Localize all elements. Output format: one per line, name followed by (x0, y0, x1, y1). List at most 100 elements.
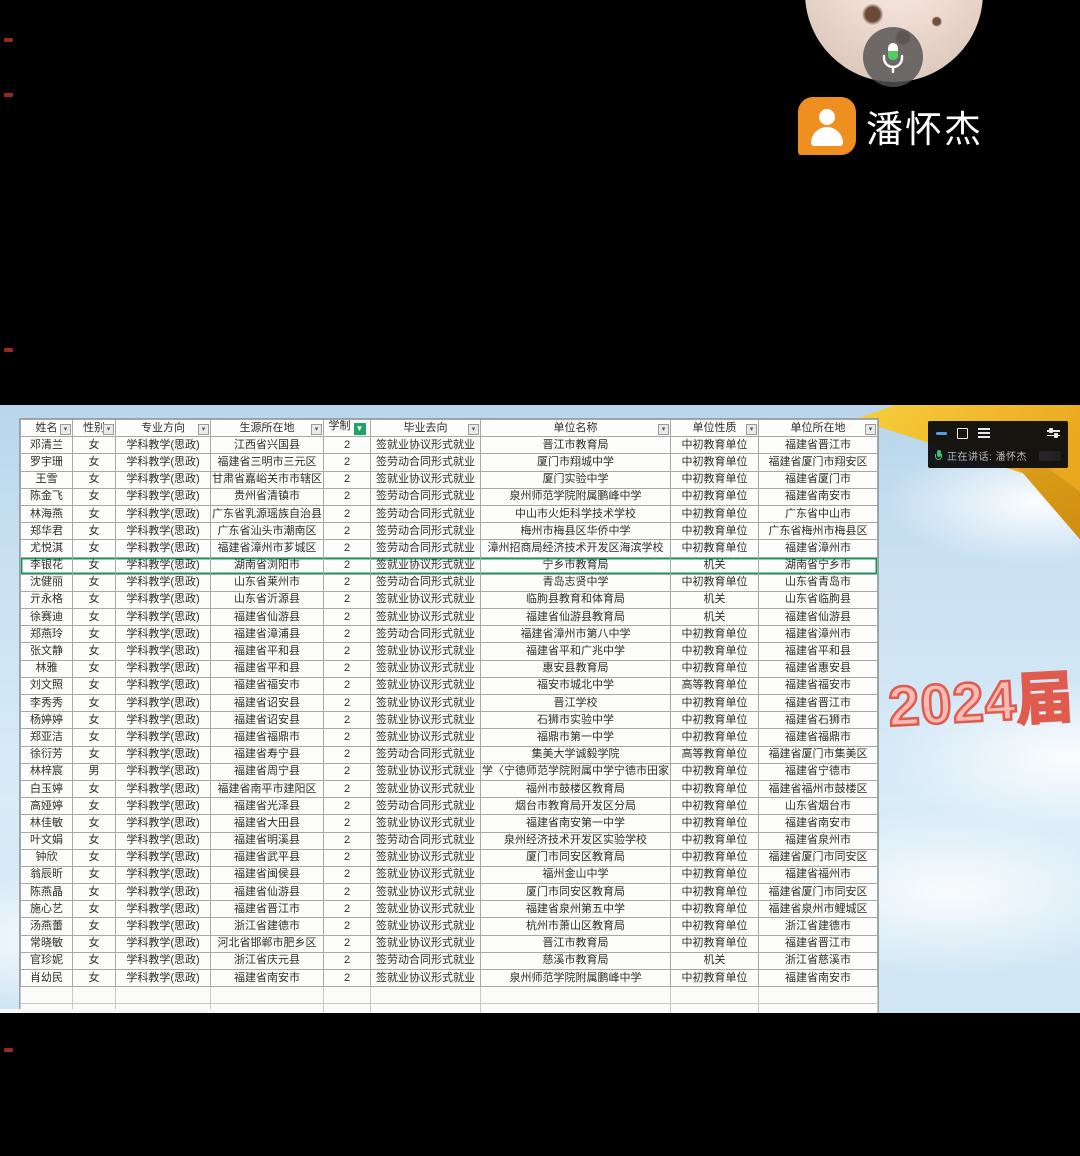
cell[interactable]: 中初教育单位 (670, 814, 759, 833)
cell[interactable]: 签就业协议形式就业 (370, 676, 481, 696)
cell[interactable]: 签就业协议形式就业 (370, 848, 481, 867)
cell[interactable]: 签就业协议形式就业 (370, 659, 481, 678)
cell[interactable]: 中初教育单位 (670, 917, 759, 936)
cell[interactable]: 女 (72, 590, 116, 610)
cell[interactable]: 女 (72, 848, 116, 867)
cell[interactable]: 林佳敏 (20, 814, 73, 833)
cell[interactable]: 肖幼民 (20, 968, 73, 988)
cell[interactable]: 女 (72, 728, 116, 747)
cell[interactable]: 女 (72, 831, 116, 850)
cell[interactable]: 学〈宁德师范学院附属中学宁德市田家 (480, 762, 671, 781)
cell[interactable]: 福建省晋江市 (758, 693, 878, 713)
cell[interactable]: 石狮市实验中学 (480, 711, 671, 730)
cell[interactable]: 广东省乳源瑶族自治县 (210, 504, 324, 524)
filter-dropdown-icon[interactable]: ▾ (198, 424, 209, 436)
cell[interactable]: 学科教学(思政) (115, 745, 211, 764)
cell[interactable]: 罗宇珊 (20, 453, 73, 472)
cell[interactable]: 学科教学(思政) (115, 504, 211, 524)
cell[interactable]: 签劳动合同形式就业 (370, 487, 481, 506)
cell[interactable]: 贵州省清镇市 (210, 487, 324, 506)
cell[interactable]: 临朐县教育和体育局 (480, 590, 671, 610)
cell[interactable]: 女 (72, 556, 116, 575)
cell[interactable]: 中山市火炬科学技术学校 (480, 504, 671, 524)
cell[interactable]: 女 (72, 745, 116, 764)
cell[interactable]: 叶文娟 (20, 831, 73, 850)
cell[interactable]: 2 (323, 968, 371, 988)
cell[interactable]: 学科教学(思政) (115, 625, 211, 644)
cell[interactable]: 福建省福鼎市 (758, 728, 878, 747)
cell[interactable]: 广东省汕头市潮南区 (210, 522, 324, 541)
cell[interactable]: 学科教学(思政) (115, 728, 211, 747)
cell[interactable]: 福建省厦门市集美区 (758, 745, 878, 764)
cell[interactable]: 甘肃省嘉峪关市市辖区 (210, 470, 324, 489)
cell[interactable]: 福鼎市第一中学 (480, 728, 671, 747)
cell[interactable]: 女 (72, 711, 116, 730)
cell[interactable]: 2 (323, 539, 371, 558)
cell[interactable]: 福建省漳州市 (758, 539, 878, 558)
cell[interactable]: 2 (323, 625, 371, 644)
cell[interactable]: 签劳动合同形式就业 (370, 797, 481, 816)
cell[interactable]: 高娅婷 (20, 797, 73, 816)
cell[interactable]: 2 (323, 865, 371, 885)
cell[interactable]: 签劳动合同形式就业 (370, 625, 481, 644)
cell[interactable]: 签就业协议形式就业 (370, 779, 481, 799)
cell[interactable]: 福建省南安第一中学 (480, 814, 671, 833)
cell[interactable]: 刘文照 (20, 676, 73, 696)
column-header[interactable]: 性别 ▾ (72, 418, 116, 438)
cell[interactable]: 青岛志贤中学 (480, 573, 671, 592)
cell[interactable]: 浙江省建德市 (210, 917, 324, 936)
cell[interactable]: 福建省石狮市 (758, 711, 878, 730)
cell[interactable]: 福建省平和县 (210, 642, 324, 661)
cell[interactable]: 学科教学(思政) (115, 951, 211, 971)
cell[interactable]: 中初教育单位 (670, 625, 759, 644)
cell[interactable]: 福建省漳州市 (758, 625, 878, 644)
cell[interactable]: 福州金山中学 (480, 865, 671, 885)
cell[interactable]: 福建省福州市 (758, 865, 878, 885)
cell[interactable]: 中初教育单位 (670, 487, 759, 506)
cell[interactable]: 2 (323, 711, 371, 730)
cell[interactable]: 2 (323, 831, 371, 850)
cell[interactable]: 学科教学(思政) (115, 814, 211, 833)
cell[interactable]: 学科教学(思政) (115, 470, 211, 489)
cell[interactable]: 女 (72, 539, 116, 558)
cell[interactable]: 福州市鼓楼区教育局 (480, 779, 671, 799)
cell[interactable]: 河北省邯郸市肥乡区 (210, 934, 324, 953)
cell[interactable]: 福建省仙游县教育局 (480, 608, 671, 627)
cell[interactable]: 学科教学(思政) (115, 487, 211, 506)
cell[interactable]: 2 (323, 951, 371, 971)
cell[interactable]: 中初教育单位 (670, 797, 759, 816)
cell[interactable]: 女 (72, 883, 116, 902)
cell[interactable]: 郑亚洁 (20, 728, 73, 747)
cell[interactable]: 钟欣 (20, 848, 73, 867)
cell[interactable]: 郑华君 (20, 522, 73, 541)
cell[interactable]: 广东省中山市 (758, 504, 878, 524)
cell[interactable]: 梅州市梅县区华侨中学 (480, 522, 671, 541)
filter-dropdown-icon[interactable]: ▾ (865, 424, 876, 436)
cell[interactable]: 女 (72, 676, 116, 696)
cell[interactable]: 男 (72, 762, 116, 781)
cell[interactable]: 中初教育单位 (670, 883, 759, 902)
cell[interactable]: 中初教育单位 (670, 865, 759, 885)
cell[interactable]: 女 (72, 900, 116, 919)
cell[interactable]: 浙江省建德市 (758, 917, 878, 936)
filter-dropdown-icon[interactable]: ▾ (468, 424, 479, 436)
cell[interactable]: 签劳动合同形式就业 (370, 745, 481, 764)
cell[interactable]: 女 (72, 917, 116, 936)
cell[interactable]: 学科教学(思政) (115, 883, 211, 902)
cell[interactable]: 福建省福州市鼓楼区 (758, 779, 878, 799)
cell[interactable]: 福建省光泽县 (210, 797, 324, 816)
cell[interactable]: 陈金飞 (20, 487, 73, 506)
cell[interactable]: 福建省漳浦县 (210, 625, 324, 644)
minimize-icon[interactable] (936, 431, 947, 435)
cell[interactable]: 机关 (670, 608, 759, 627)
cell[interactable]: 厦门市翔城中学 (480, 453, 671, 472)
cell[interactable]: 福建省福鼎市 (210, 728, 324, 747)
cell[interactable]: 徐衍芳 (20, 745, 73, 764)
cell[interactable]: 晋江学校 (480, 693, 671, 713)
cell[interactable]: 2 (323, 470, 371, 489)
cell[interactable]: 福建省晋江市 (210, 900, 324, 919)
cell[interactable]: 签就业协议形式就业 (370, 590, 481, 610)
cell[interactable]: 中初教育单位 (670, 779, 759, 799)
cell[interactable]: 学科教学(思政) (115, 573, 211, 592)
cell[interactable]: 福建省仙游县 (758, 608, 878, 627)
